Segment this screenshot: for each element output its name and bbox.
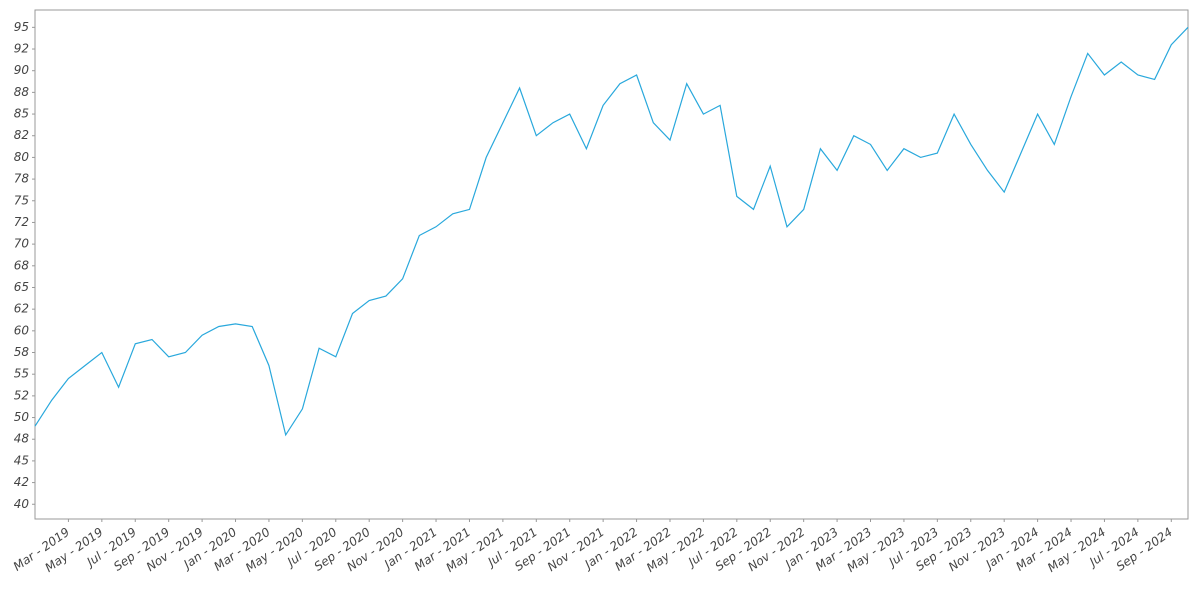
y-tick-label: 75 <box>14 193 29 207</box>
y-tick-label: 50 <box>14 410 30 424</box>
y-tick-label: 90 <box>14 63 30 77</box>
y-tick-label: 92 <box>14 42 29 56</box>
y-tick-label: 70 <box>14 237 30 251</box>
y-tick-label: 72 <box>14 215 29 229</box>
y-tick-label: 45 <box>14 453 29 467</box>
plot-frame <box>34 9 1189 520</box>
y-tick-label: 42 <box>14 475 29 489</box>
y-tick-label: 40 <box>14 497 30 511</box>
y-tick-label: 65 <box>14 280 29 294</box>
y-tick-label: 60 <box>14 323 30 337</box>
y-tick-label: 55 <box>14 367 29 381</box>
y-tick-label: 82 <box>14 128 29 142</box>
y-tick-label: 48 <box>14 432 30 446</box>
price-line <box>34 26 1189 437</box>
y-tick-label: 52 <box>14 388 29 402</box>
y-tick-label: 88 <box>14 85 30 99</box>
y-tick-label: 85 <box>14 107 29 121</box>
y-tick-label: 80 <box>14 150 30 164</box>
y-tick-label: 62 <box>14 302 29 316</box>
y-tick-label: 68 <box>14 258 30 272</box>
y-tick-label: 95 <box>14 20 29 34</box>
y-tick-label: 78 <box>14 172 30 186</box>
y-tick-label: 58 <box>14 345 30 359</box>
